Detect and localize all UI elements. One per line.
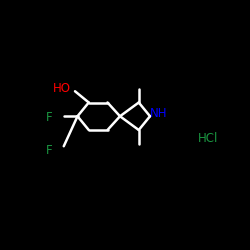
- Text: HCl: HCl: [198, 132, 218, 145]
- Text: F: F: [46, 111, 52, 124]
- Text: NH: NH: [150, 107, 168, 120]
- Text: HO: HO: [53, 82, 71, 95]
- Text: F: F: [46, 144, 52, 156]
